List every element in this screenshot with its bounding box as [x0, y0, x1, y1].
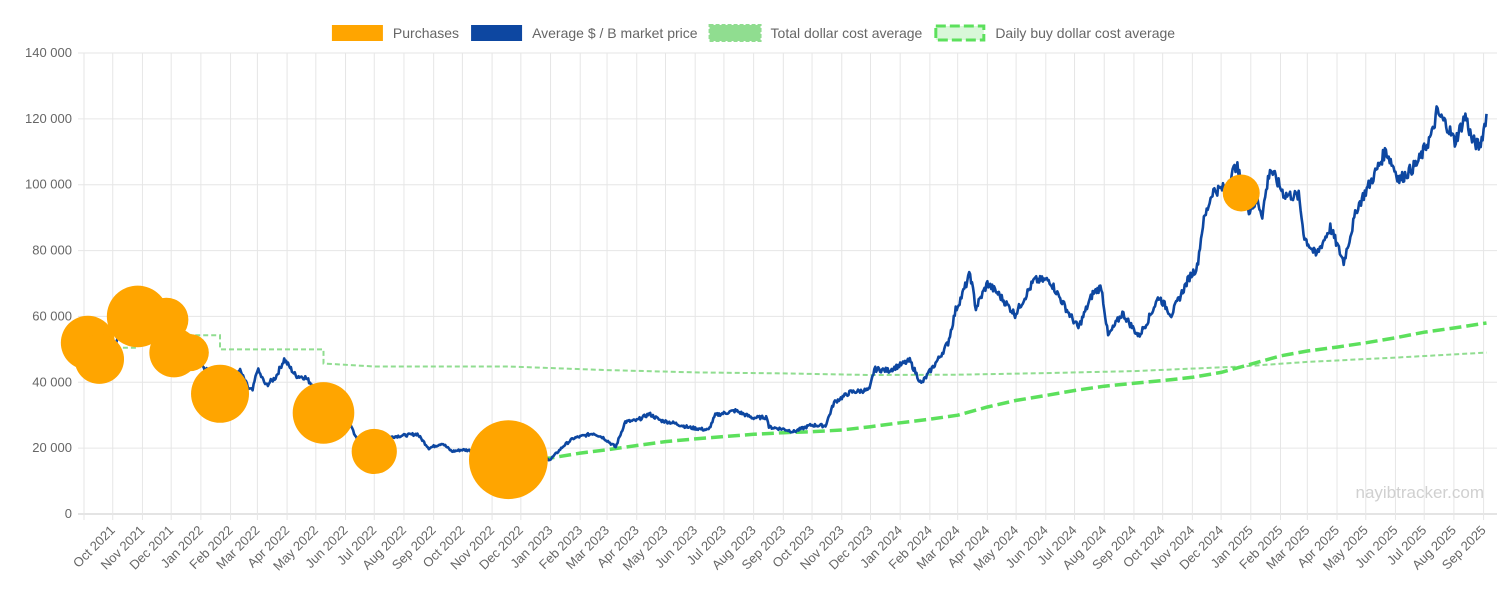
legend-item[interactable]: Average $ / B market price — [471, 25, 698, 41]
y-tick-label: 40 000 — [32, 374, 72, 389]
grid — [78, 52, 1497, 520]
purchase-bubble — [1222, 174, 1260, 212]
purchase-bubble — [191, 364, 250, 423]
plot-area — [60, 105, 1488, 500]
purchase-bubble — [292, 382, 355, 444]
y-tick-label: 100 000 — [25, 177, 72, 192]
y-tick-label: 60 000 — [32, 308, 72, 323]
y-axis: 0 20 000 40 000 60 000 80 000 100 000 120 000 1… — [25, 45, 72, 521]
purchase-bubble — [74, 334, 125, 384]
legend-item[interactable]: Daily buy dollar cost average — [934, 24, 1175, 42]
legend-item[interactable]: Total dollar cost average — [708, 24, 923, 42]
total-dca-line — [87, 332, 1487, 377]
legend-label: Average $ / B market price — [532, 25, 698, 41]
purchase-bubble — [351, 428, 397, 475]
legend-swatch — [934, 24, 986, 42]
legend-item[interactable]: Purchases — [331, 25, 459, 41]
daily-dca-line — [508, 321, 1487, 462]
watermark: nayibtracker.com — [1356, 483, 1485, 502]
y-tick-label: 140 000 — [25, 45, 72, 60]
legend-label: Daily buy dollar cost average — [995, 25, 1175, 41]
y-tick-label: 20 000 — [32, 440, 72, 455]
legend-swatch — [471, 25, 523, 41]
y-tick-label: 80 000 — [32, 243, 72, 258]
purchase-bubble — [468, 420, 548, 500]
legend-swatch — [708, 24, 762, 42]
purchase-bubble — [171, 334, 209, 372]
y-tick-label: 0 — [65, 506, 72, 521]
y-tick-label: 120 000 — [25, 111, 72, 126]
legend-label: Purchases — [393, 25, 459, 41]
legend[interactable]: Purchases Average $ / B market price Total… — [331, 24, 1175, 42]
legend-swatch — [331, 25, 383, 41]
legend-label: Total dollar cost average — [771, 25, 923, 41]
